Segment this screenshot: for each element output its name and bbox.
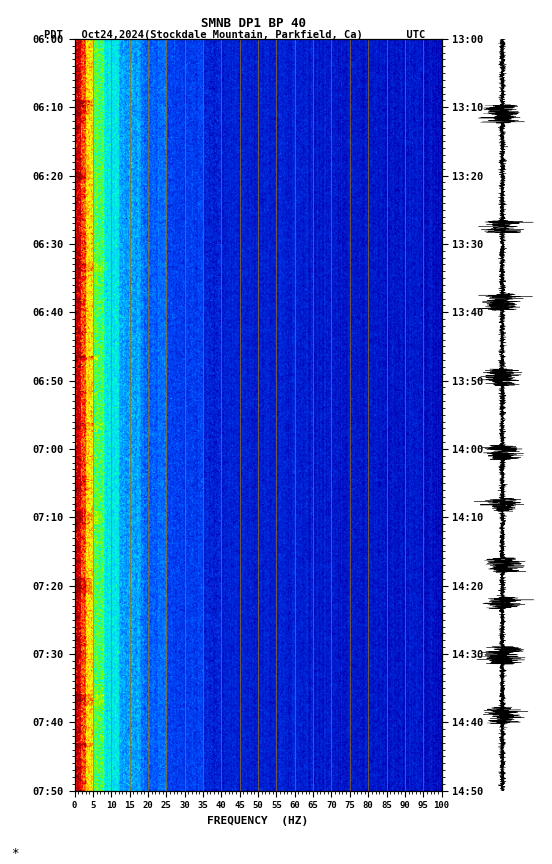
Text: PDT   Oct24,2024(Stockdale Mountain, Parkfield, Ca)       UTC: PDT Oct24,2024(Stockdale Mountain, Parkf…: [44, 30, 426, 41]
Text: *: *: [11, 847, 19, 860]
Text: SMNB DP1 BP 40: SMNB DP1 BP 40: [201, 17, 306, 30]
X-axis label: FREQUENCY  (HZ): FREQUENCY (HZ): [208, 816, 309, 825]
